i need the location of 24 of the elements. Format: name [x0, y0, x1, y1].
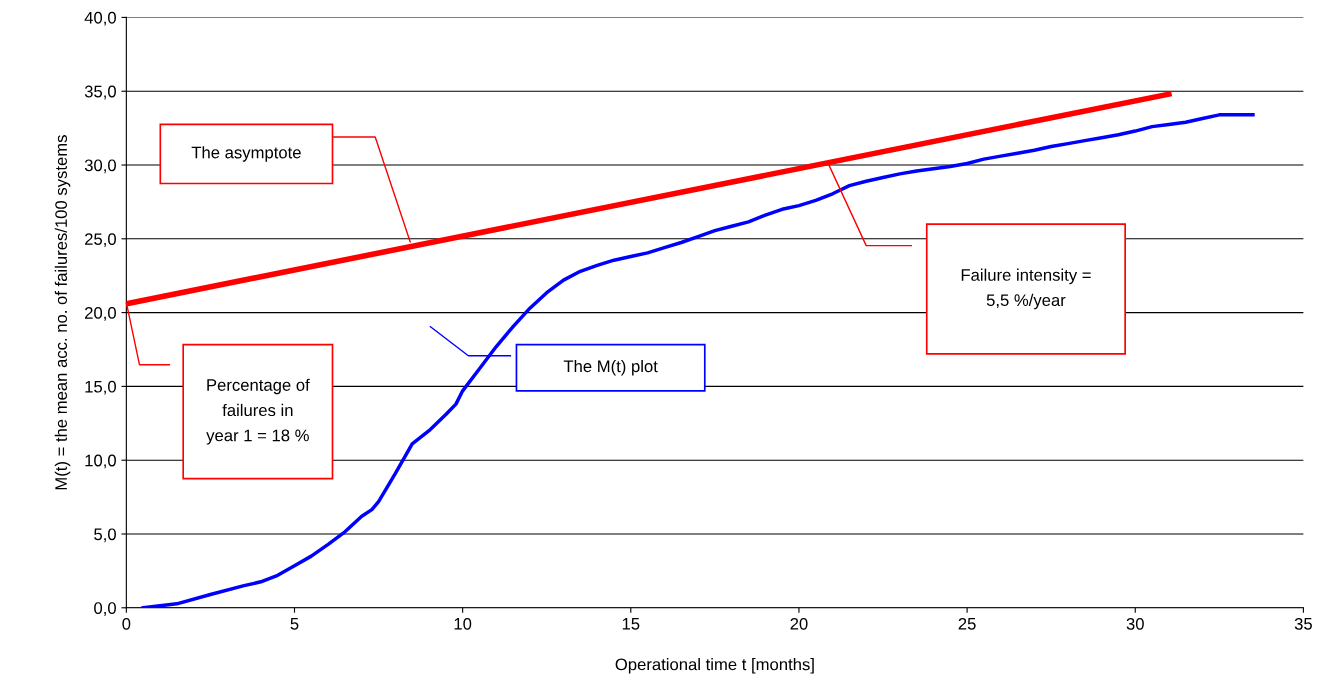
y-tick-label: 40,0	[84, 11, 116, 26]
x-tick-label: 35	[1294, 617, 1312, 630]
x-axis-title: Operational time t [months]	[615, 658, 814, 674]
y-tick-label: 30,0	[84, 159, 116, 174]
y-tick-label: 0,0	[94, 602, 116, 616]
x-tick-label: 0	[122, 617, 131, 630]
y-tick-label: 5,0	[94, 528, 116, 543]
y-tick-label: 35,0	[84, 85, 116, 100]
line-series	[141, 113, 1255, 608]
y-tick-label: 25,0	[85, 233, 116, 247]
x-tick-label: 10	[454, 617, 472, 630]
y-tick-label: 10,0	[85, 454, 116, 469]
annotation: Failure intensity = 5,5 %/year	[961, 268, 1091, 310]
x-tick-label: 25	[958, 617, 976, 630]
annotation: The M(t) plot	[563, 359, 658, 376]
y-tick-label: 15,0	[85, 380, 116, 395]
y-tick-label: 20,0	[85, 307, 116, 321]
x-tick-label: 15	[622, 618, 640, 630]
y-axis-title: M(t) = the mean acc. no. of failures/100 systems	[54, 135, 71, 490]
x-tick-label: 5	[290, 618, 299, 630]
annotation: Percentage of failures in year 1 = 18 %	[206, 378, 310, 445]
x-tick-label: 20	[790, 617, 808, 630]
annotation: The asymptote	[191, 146, 301, 162]
x-tick-label: 30	[1126, 617, 1144, 630]
